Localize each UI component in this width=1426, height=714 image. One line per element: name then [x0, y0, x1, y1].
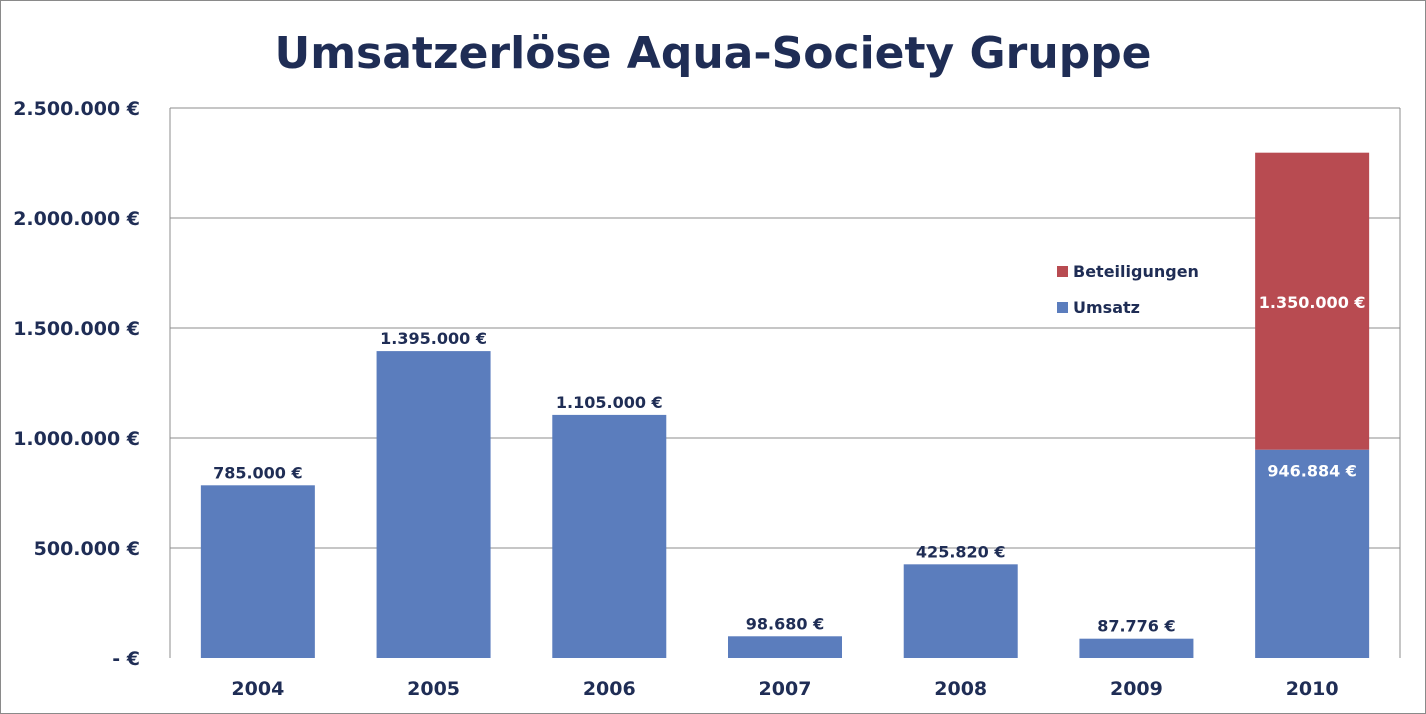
y-tick-label: 500.000 €: [34, 538, 140, 560]
data-label: 785.000 €: [213, 463, 303, 482]
x-tick-label: 2010: [1286, 678, 1339, 700]
x-tick-label: 2005: [407, 678, 460, 700]
y-tick-label: - €: [112, 648, 140, 670]
y-tick-label: 2.500.000 €: [13, 98, 140, 120]
data-label: 946.884 €: [1267, 462, 1357, 481]
bar-umsatz-2009: [1079, 638, 1194, 658]
x-tick-label: 2009: [1110, 678, 1163, 700]
data-label: 1.105.000 €: [556, 393, 663, 412]
bar-umsatz-2007: [728, 636, 842, 658]
y-tick-label: 1.500.000 €: [13, 318, 140, 340]
y-tick-label: 1.000.000 €: [13, 428, 140, 450]
legend-label: Umsatz: [1073, 298, 1140, 317]
x-tick-label: 2004: [231, 678, 284, 700]
data-label: 1.350.000 €: [1259, 293, 1366, 312]
y-tick-label: 2.000.000 €: [13, 208, 140, 230]
bar-umsatz-2006: [552, 414, 667, 658]
bar-umsatz-2008: [903, 564, 1018, 658]
legend-swatch-umsatz: [1057, 302, 1068, 313]
data-label: 1.395.000 €: [380, 329, 487, 348]
bar-umsatz-2010: [1255, 449, 1370, 658]
legend-label: Beteiligungen: [1073, 262, 1199, 281]
data-label: 425.820 €: [916, 542, 1006, 561]
bar-beteiligungen-2010: [1255, 152, 1370, 450]
legend-swatch-beteiligungen: [1057, 266, 1068, 277]
bar-umsatz-2005: [376, 351, 491, 658]
x-tick-label: 2006: [583, 678, 636, 700]
x-tick-label: 2008: [934, 678, 987, 700]
bar-umsatz-2004: [200, 485, 315, 658]
data-label: 87.776 €: [1097, 617, 1175, 636]
chart-title: Umsatzerlöse Aqua-Society Gruppe: [274, 28, 1151, 79]
data-label: 98.680 €: [746, 614, 824, 633]
x-tick-label: 2007: [759, 678, 812, 700]
